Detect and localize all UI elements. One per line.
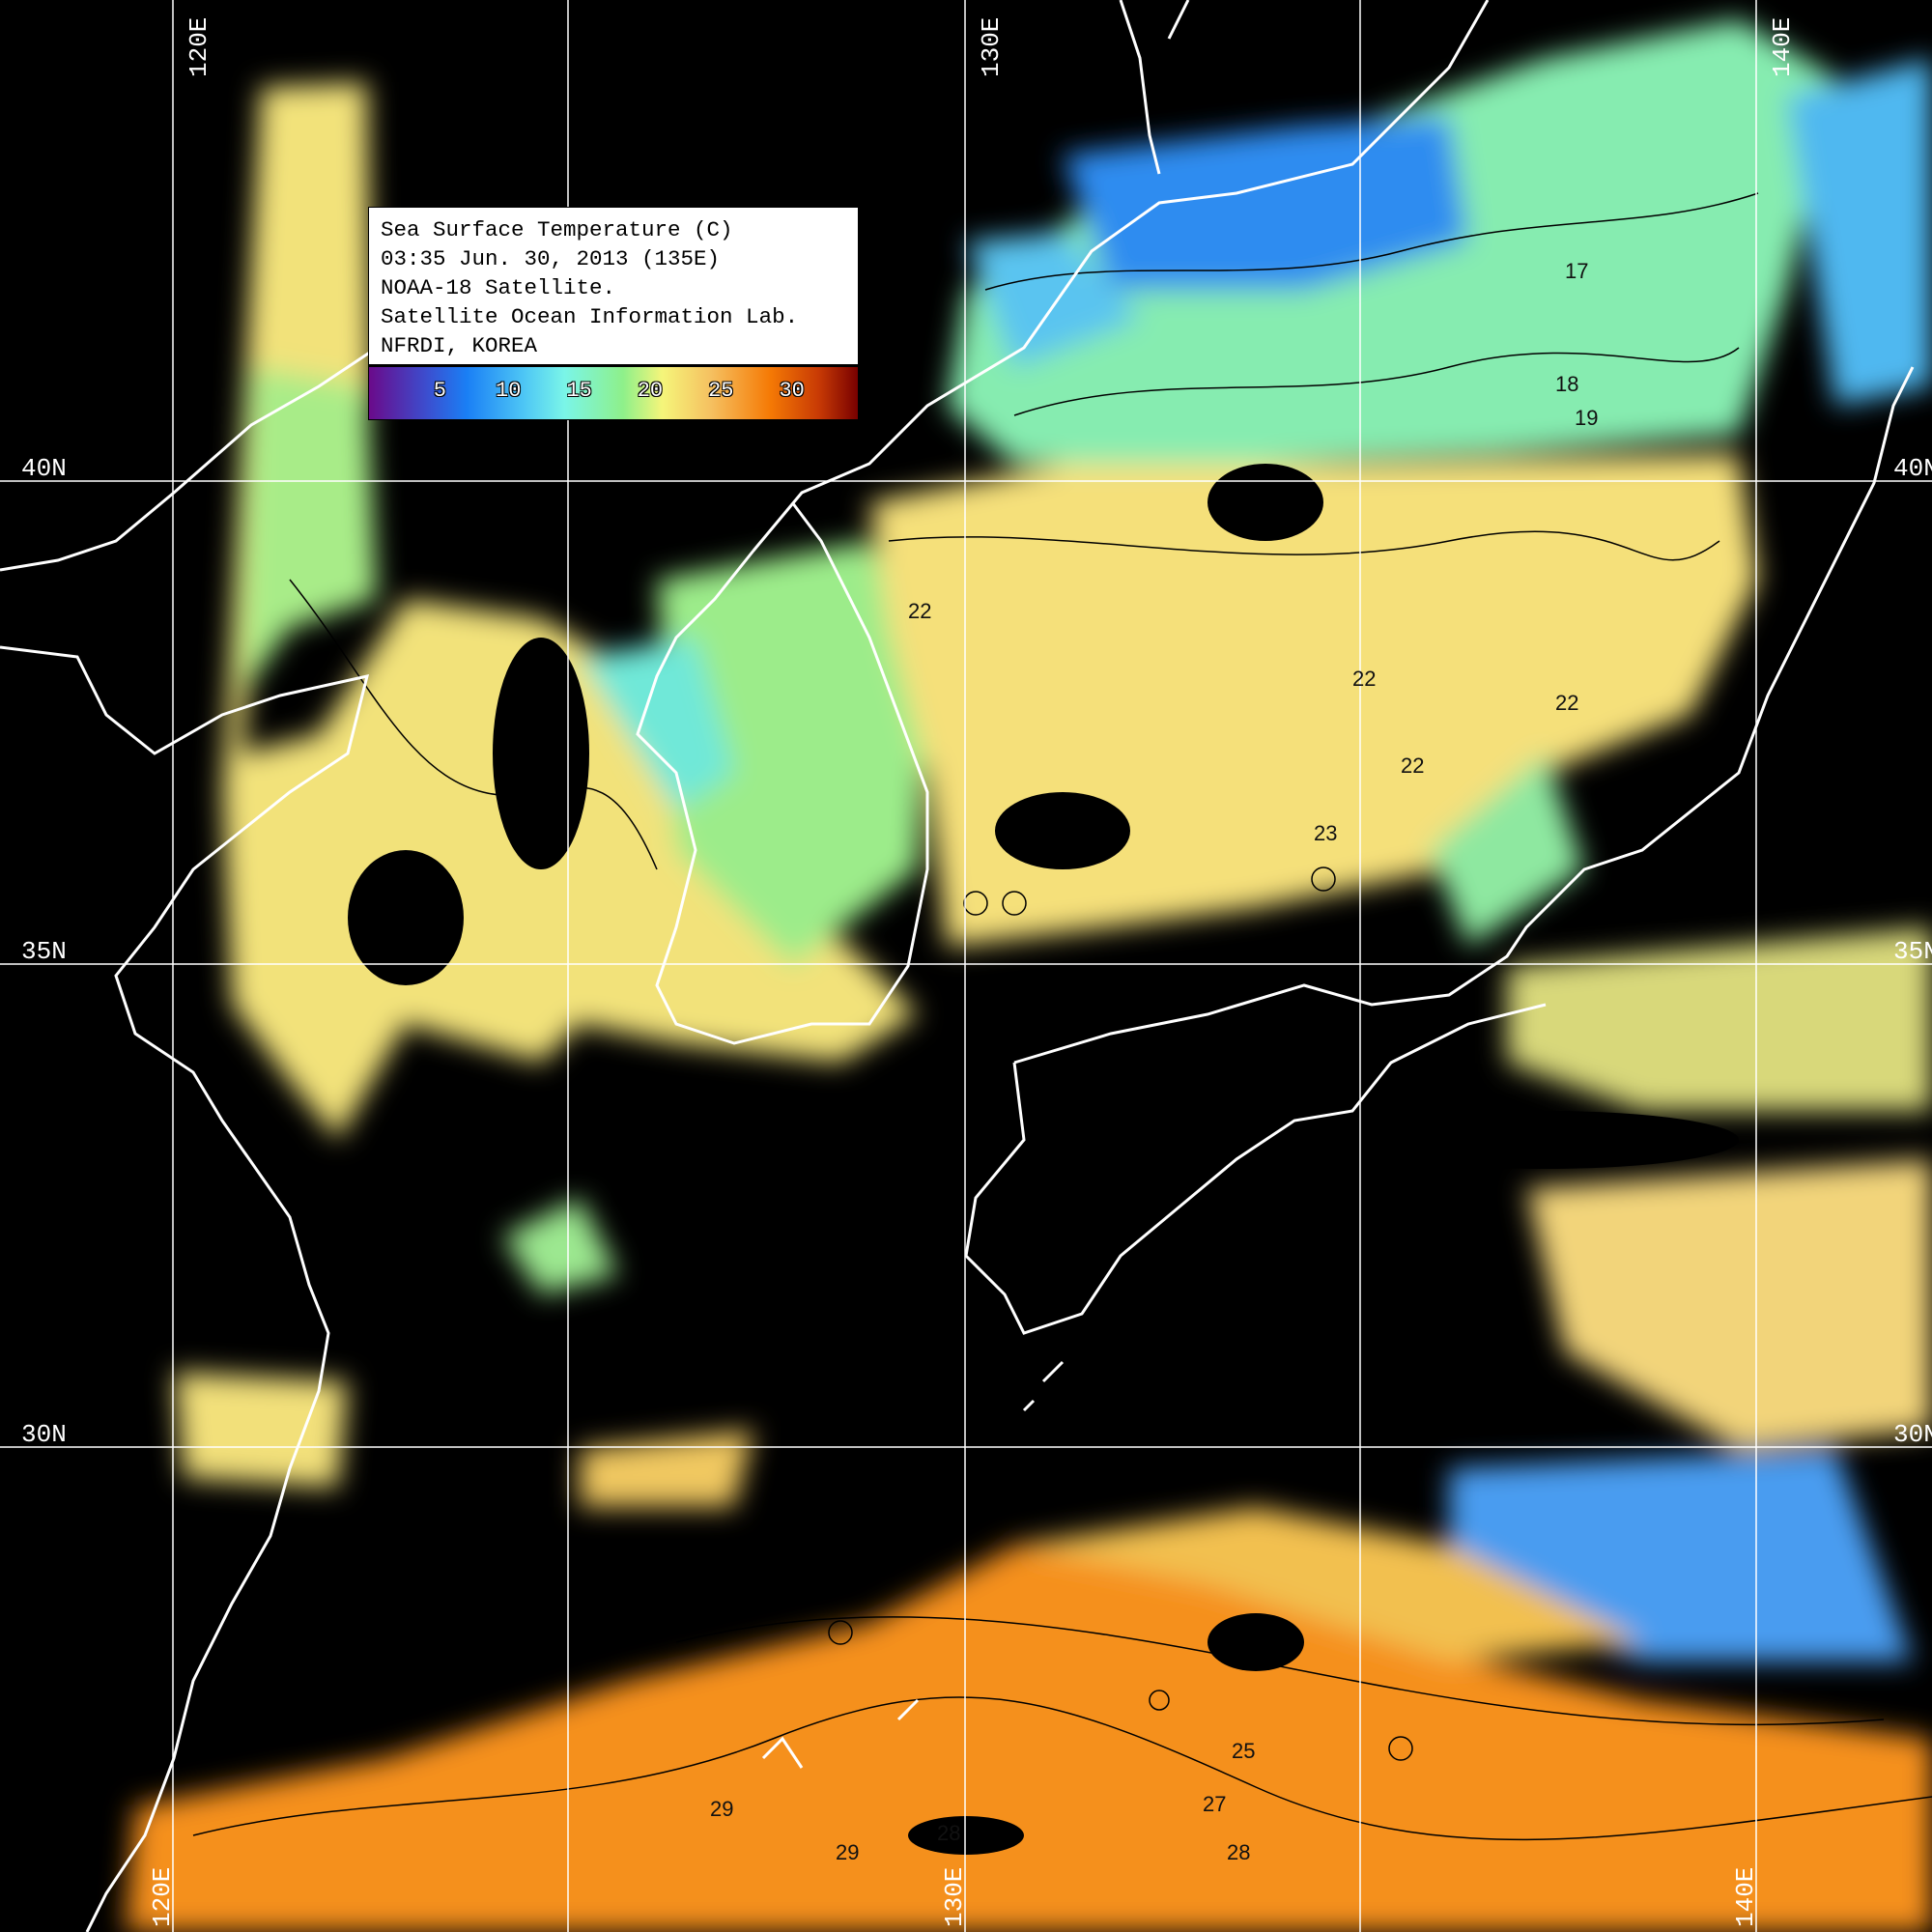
contour-label: 27 bbox=[1203, 1792, 1226, 1816]
lat-label-30n-right: 30N bbox=[1893, 1420, 1932, 1449]
bottom-lon-label-140e: 140E bbox=[1731, 1867, 1760, 1927]
colorbar: 5 10 15 20 25 30 bbox=[369, 364, 858, 419]
legend-lab: Satellite Ocean Information Lab. bbox=[381, 304, 799, 329]
bottom-lon-label-130e: 130E bbox=[940, 1867, 969, 1927]
contour-label: 23 bbox=[1314, 821, 1337, 845]
colorbar-tick: 25 bbox=[708, 379, 734, 403]
colorbar-tick: 15 bbox=[566, 379, 592, 403]
cloud-mask bbox=[348, 464, 1739, 1855]
colorbar-tick: 30 bbox=[779, 379, 805, 403]
sst-field bbox=[126, 19, 1932, 1932]
contour-label: 28 bbox=[937, 1821, 960, 1845]
contour-label: 22 bbox=[908, 599, 931, 623]
isotherm-contours bbox=[192, 192, 1932, 1841]
contour-label: 29 bbox=[836, 1840, 859, 1864]
japan-coast bbox=[964, 366, 1915, 1335]
colorbar-tick: 5 bbox=[433, 379, 446, 403]
korea-coast bbox=[636, 0, 1490, 1045]
lat-label-40n: 40N bbox=[21, 454, 67, 483]
contour-labels: 17 18 19 22 22 22 22 23 25 27 28 28 29 2… bbox=[710, 259, 1598, 1864]
bottom-lon-label-120e: 120E bbox=[148, 1867, 177, 1927]
contour-label: 22 bbox=[1401, 753, 1424, 778]
legend-title: Sea Surface Temperature (C) bbox=[381, 217, 733, 242]
china-coast bbox=[0, 327, 426, 1932]
lat-label-35n-right: 35N bbox=[1893, 937, 1932, 966]
lon-label-140e: 140E bbox=[1768, 17, 1797, 77]
contour-label: 29 bbox=[710, 1797, 733, 1821]
contour-label: 22 bbox=[1555, 691, 1578, 715]
lon-label-120e: 120E bbox=[185, 17, 213, 77]
lat-label-35n: 35N bbox=[21, 937, 67, 966]
lat-label-30n: 30N bbox=[21, 1420, 67, 1449]
lat-label-40n-right: 40N bbox=[1893, 454, 1932, 483]
legend-satellite: NOAA-18 Satellite. bbox=[381, 275, 616, 300]
legend-institution: NFRDI, KOREA bbox=[381, 333, 538, 358]
colorbar-tick: 10 bbox=[496, 379, 522, 403]
ryukyu-islands bbox=[761, 1360, 1065, 1769]
contour-label: 22 bbox=[1352, 667, 1376, 691]
legend-box: Sea Surface Temperature (C) 03:35 Jun. 3… bbox=[368, 207, 859, 420]
contour-label: 18 bbox=[1555, 372, 1578, 396]
colorbar-tick: 20 bbox=[637, 379, 664, 403]
legend-datetime: 03:35 Jun. 30, 2013 (135E) bbox=[381, 246, 721, 271]
legend-text: Sea Surface Temperature (C) 03:35 Jun. 3… bbox=[369, 208, 858, 364]
contour-label: 17 bbox=[1565, 259, 1588, 283]
sakhalin-coast bbox=[1119, 0, 1190, 175]
contour-label: 25 bbox=[1232, 1739, 1255, 1763]
contour-label: 19 bbox=[1575, 406, 1598, 430]
lon-label-130e: 130E bbox=[977, 17, 1006, 77]
contour-label: 28 bbox=[1227, 1840, 1250, 1864]
